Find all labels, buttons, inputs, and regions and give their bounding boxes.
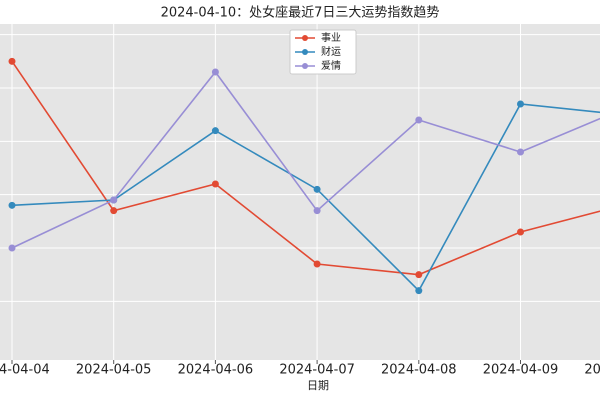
plot-background bbox=[0, 24, 600, 360]
data-point bbox=[313, 185, 321, 193]
legend-label: 爱情 bbox=[321, 59, 341, 72]
legend-label: 事业 bbox=[321, 31, 341, 44]
x-tick-label: 2024-04-08 bbox=[381, 363, 457, 378]
data-point bbox=[415, 116, 423, 124]
legend-marker bbox=[302, 49, 308, 55]
data-point bbox=[211, 127, 219, 135]
data-point bbox=[313, 207, 321, 215]
x-axis-label: 日期 bbox=[307, 379, 329, 392]
data-point bbox=[517, 228, 524, 236]
x-tick-label: 2024-04-05 bbox=[76, 363, 152, 378]
data-point bbox=[517, 100, 524, 108]
x-tick-label: 2024-04-06 bbox=[178, 363, 254, 378]
data-point bbox=[211, 180, 219, 188]
data-point bbox=[8, 57, 16, 65]
chart-title: 2024-04-10：处女座最近7日三大运势指数趋势 bbox=[161, 5, 440, 21]
legend-label: 财运 bbox=[321, 45, 341, 58]
legend-marker bbox=[302, 35, 308, 41]
x-tick-label: 2024-04-07 bbox=[279, 363, 355, 378]
legend-marker bbox=[302, 63, 308, 69]
data-point bbox=[110, 196, 118, 204]
x-tick-label: 2024-04-04 bbox=[0, 363, 50, 378]
data-point bbox=[415, 287, 423, 295]
legend-box bbox=[289, 29, 357, 75]
data-point bbox=[8, 201, 16, 209]
data-point bbox=[8, 244, 16, 252]
data-point bbox=[313, 260, 321, 268]
data-point bbox=[415, 271, 423, 279]
x-tick-label: 2024-04-09 bbox=[483, 363, 559, 378]
data-point bbox=[110, 207, 118, 215]
data-point bbox=[211, 68, 219, 76]
data-point bbox=[517, 148, 524, 156]
x-tick-label: 2024-04-10 bbox=[584, 363, 600, 378]
